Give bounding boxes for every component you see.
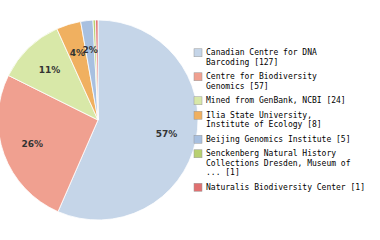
legend-swatch: [194, 49, 202, 57]
legend-swatch: [194, 183, 202, 191]
legend-swatch: [194, 111, 202, 119]
data-label: 11%: [39, 65, 61, 75]
legend-swatch: [194, 73, 202, 81]
legend-label: Canadian Centre for DNABarcoding [127]: [206, 48, 317, 67]
legend-label: Naturalis Biodiversity Center [1]: [206, 183, 365, 192]
legend-label: Senckenberg Natural HistoryCollections D…: [206, 149, 351, 177]
legend: Canadian Centre for DNABarcoding [127] Ce…: [194, 48, 365, 192]
legend-label: Mined from GenBank, NCBI [24]: [206, 96, 346, 105]
legend-swatch: [194, 97, 202, 105]
chart: 57%26%11%4%2%Canadian Centre for DNABarc…: [0, 0, 380, 240]
data-label: 26%: [21, 139, 43, 149]
data-label: 57%: [156, 129, 178, 139]
slice: [93, 20, 98, 120]
legend-swatch: [194, 135, 202, 143]
slice: [81, 20, 98, 120]
chart-container: 57%26%11%4%2%Canadian Centre for DNABarc…: [0, 0, 380, 240]
pie: [0, 20, 198, 220]
data-label: 2%: [83, 45, 98, 55]
legend-label: Beijing Genomics Institute [5]: [206, 135, 351, 144]
legend-swatch: [194, 150, 202, 158]
legend-label: Ilia State University,Institute of Ecolo…: [206, 111, 322, 130]
data-labels: 57%26%11%4%2%: [21, 45, 177, 149]
slice: [96, 20, 98, 120]
legend-label: Centre for BiodiversityGenomics [57]: [206, 72, 317, 91]
